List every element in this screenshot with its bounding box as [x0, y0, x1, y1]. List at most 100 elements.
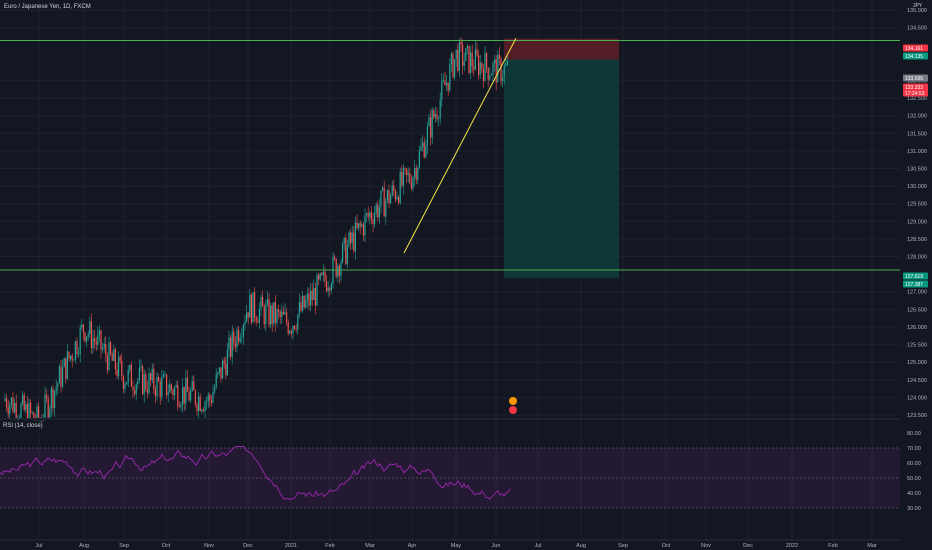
candle-body	[418, 150, 420, 168]
candle-body	[306, 293, 308, 301]
candle-body	[311, 290, 313, 300]
candle-body	[212, 392, 214, 403]
price-tick-label: 134.500	[907, 26, 927, 32]
candle-body	[471, 52, 473, 67]
candle-body	[130, 365, 132, 387]
rsi-tick-label: 60.00	[907, 461, 921, 467]
candle-body	[111, 354, 113, 361]
candle-body	[487, 67, 489, 80]
trendline-drawing[interactable]	[403, 37, 517, 254]
candle-body	[239, 337, 241, 342]
candle-body	[138, 367, 140, 380]
candle-body	[174, 387, 176, 396]
price-tick-label: 131.000	[907, 149, 927, 155]
candle-body	[342, 243, 344, 263]
candle-body	[230, 337, 232, 357]
price-tick-label: 130.000	[907, 184, 927, 190]
candle-body	[284, 311, 286, 315]
candle-body	[60, 366, 62, 387]
candle-body	[22, 395, 24, 404]
candle-body	[250, 294, 252, 323]
candle-body	[297, 314, 299, 330]
rsi-indicator-label[interactable]: RSI (14, close)	[3, 423, 43, 429]
time-tick-label: May	[451, 543, 462, 549]
candle-body	[86, 336, 88, 342]
candle-body	[143, 374, 145, 395]
candle-body	[385, 200, 387, 217]
candle-body	[236, 329, 238, 348]
event-marker-icon	[509, 406, 517, 414]
candle-body	[394, 190, 396, 200]
candle-body	[9, 404, 11, 414]
candle-body	[343, 237, 345, 244]
candle-body	[106, 355, 108, 371]
candle-body	[215, 374, 217, 388]
candle-body	[146, 388, 148, 393]
candle-body	[238, 329, 240, 342]
candle-body	[14, 402, 16, 413]
candle-body	[503, 65, 505, 78]
time-tick-label: Nov	[701, 543, 711, 549]
candle-body	[151, 368, 153, 381]
time-tick-label: 2022	[786, 543, 798, 549]
candle-body	[298, 302, 300, 315]
price-tick-label: 131.500	[907, 131, 927, 137]
time-axis[interactable]: Jul Aug Sep Oct Nov Dec 2021 Feb Mar Apr May Jun Jul…	[0, 539, 900, 549]
position-zones	[504, 38, 619, 279]
symbol-title[interactable]: Euro / Japanese Yen, 1D, FXCM	[4, 4, 91, 10]
candle-body	[462, 44, 464, 66]
candle-body	[202, 409, 204, 412]
price-tick-label: 130.500	[907, 166, 927, 172]
candle-body	[124, 384, 126, 389]
candle-body	[383, 187, 385, 217]
candle-body	[113, 349, 115, 361]
candle-body	[434, 114, 436, 118]
candle-body	[450, 53, 452, 65]
candle-body	[31, 412, 33, 414]
candle-body	[282, 311, 284, 315]
rsi-tick-label: 30.00	[907, 506, 921, 512]
candle-body	[441, 80, 443, 100]
candle-body	[484, 53, 486, 81]
candle-body	[476, 49, 478, 56]
candle-body	[118, 356, 120, 377]
price-tick-label: 128.000	[907, 255, 927, 261]
candle-body	[498, 54, 500, 59]
candle-body	[4, 398, 6, 401]
candle-body	[302, 295, 304, 311]
price-badge	[903, 52, 928, 60]
candle-body	[380, 190, 382, 207]
time-tick-label: Jun	[492, 543, 501, 549]
candle-body	[38, 406, 40, 418]
candle-body	[430, 117, 432, 138]
candle-body	[79, 327, 81, 354]
candle-body	[338, 265, 340, 276]
price-badge-label: 134.161	[905, 46, 923, 52]
candle-body	[233, 331, 235, 344]
time-tick-label: Dec	[243, 543, 253, 549]
candle-body	[497, 54, 499, 83]
rsi-pane	[0, 446, 900, 509]
candle-body	[502, 77, 504, 82]
candle-body	[209, 395, 211, 401]
candle-body	[110, 342, 112, 355]
horizontal-levels[interactable]	[0, 39, 900, 271]
candle-body	[439, 99, 441, 119]
candle-body	[386, 190, 388, 201]
candle-body	[121, 361, 123, 377]
candle-body	[310, 290, 312, 306]
candle-body	[255, 317, 257, 322]
price-tick-label: 123.500	[907, 413, 927, 419]
candle-body	[340, 262, 342, 276]
event-markers[interactable]	[509, 397, 517, 414]
candle-body	[217, 372, 219, 375]
candle-body	[390, 195, 392, 204]
candle-body	[438, 118, 440, 120]
price-badge-label: 17:24:53	[905, 91, 925, 97]
candle-body	[129, 365, 131, 370]
candle-body	[185, 377, 187, 404]
candle-body	[218, 367, 220, 373]
candle-body	[54, 390, 56, 409]
